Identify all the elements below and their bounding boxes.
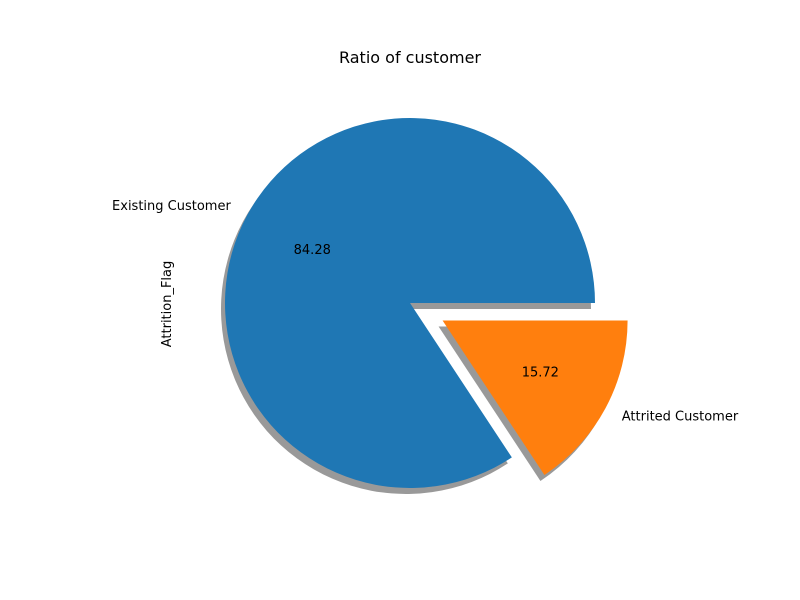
slice-label-attrited-customer: Attrited Customer bbox=[622, 410, 739, 425]
slice-value-existing-customer: 84.28 bbox=[294, 243, 331, 258]
pie-slices bbox=[224, 118, 628, 489]
slice-existing-customer bbox=[224, 118, 595, 489]
pie-labels: Existing Customer 84.28 Attrited Customer 1… bbox=[112, 199, 739, 424]
chart-title: Ratio of customer bbox=[339, 48, 481, 67]
slice-label-existing-customer: Existing Customer bbox=[112, 199, 231, 214]
slice-attrited-customer bbox=[442, 320, 628, 475]
slice-value-attrited-customer: 15.72 bbox=[522, 366, 559, 381]
y-axis-label: Attrition_Flag bbox=[160, 261, 175, 348]
